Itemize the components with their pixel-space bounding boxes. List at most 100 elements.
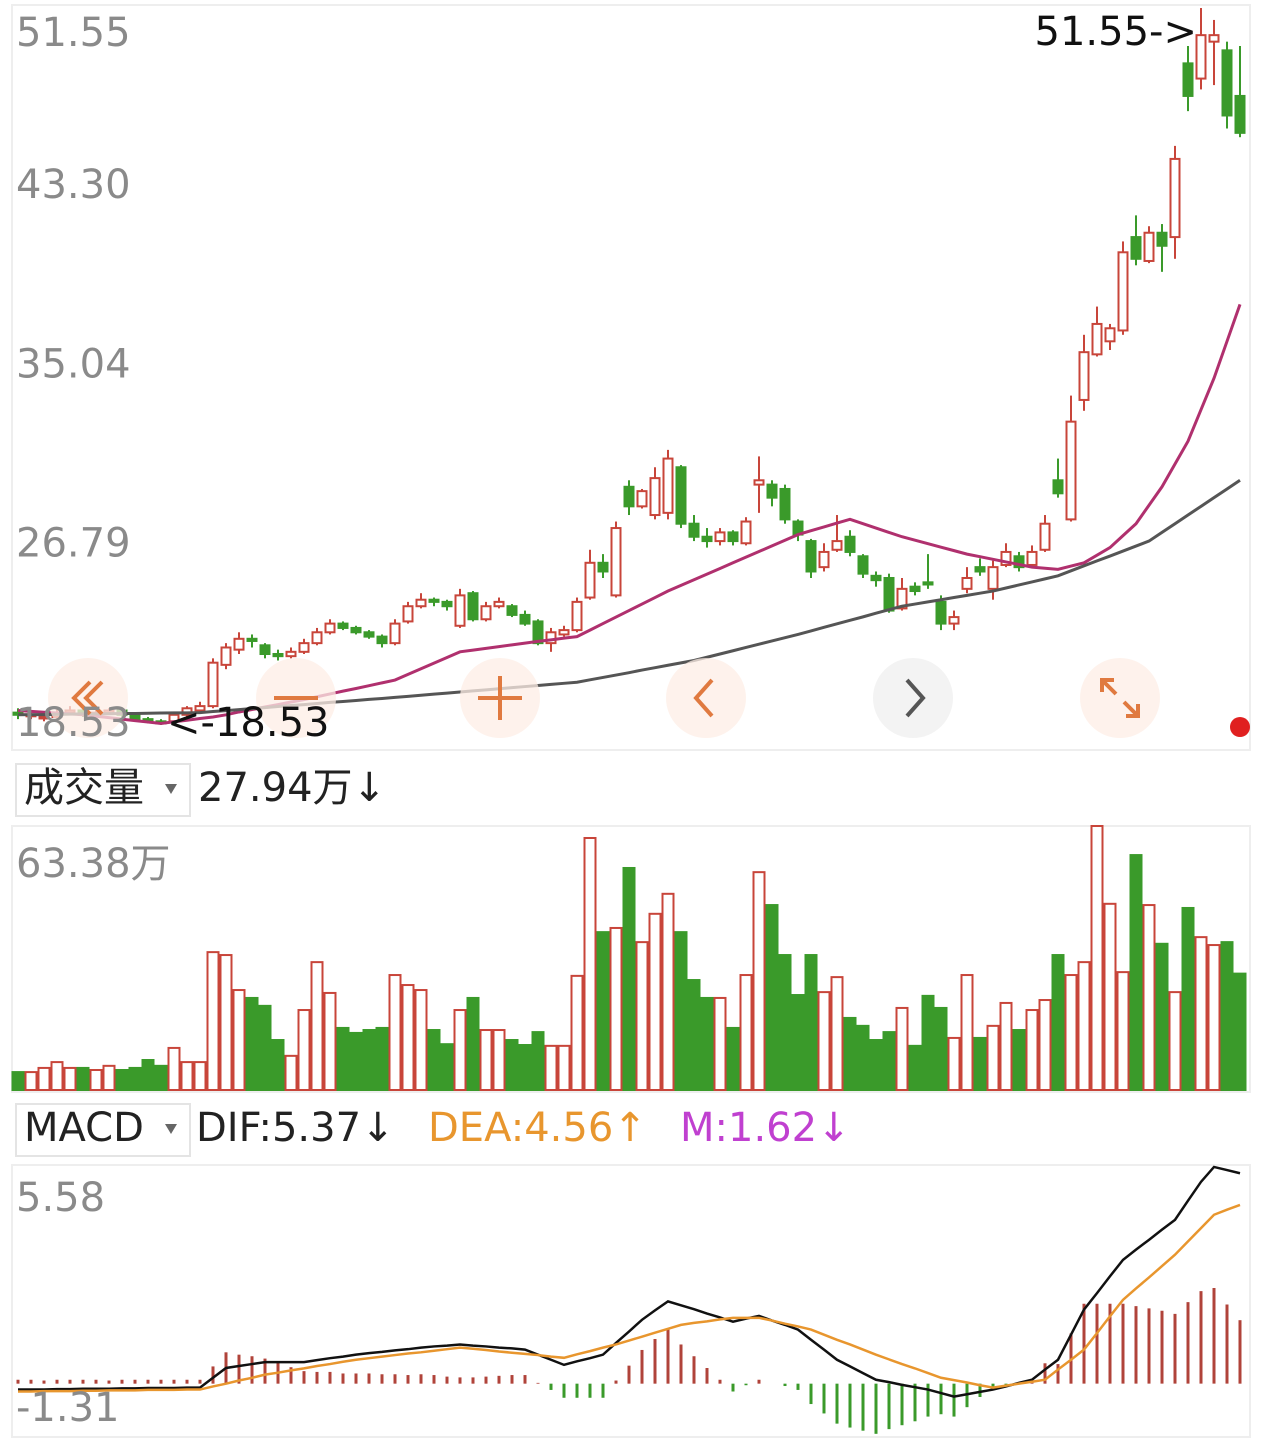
volume-bar xyxy=(908,1044,922,1092)
candle-body xyxy=(1208,34,1220,43)
candle-body xyxy=(935,600,947,625)
candle-body xyxy=(961,576,973,590)
candle-body xyxy=(1234,94,1246,134)
volume-panel xyxy=(11,825,1251,1093)
volume-bar xyxy=(791,994,805,1091)
volume-bar xyxy=(609,926,623,1092)
candle-body xyxy=(883,576,895,612)
volume-bar xyxy=(24,1071,38,1092)
volume-bar xyxy=(713,996,727,1092)
candle-body xyxy=(623,485,635,508)
volume-bar xyxy=(544,1044,558,1092)
volume-bar xyxy=(167,1046,181,1091)
volume-bar xyxy=(973,1036,987,1092)
candle-body xyxy=(831,540,843,551)
y-tick-label: 43.30 xyxy=(16,162,131,208)
candle-body xyxy=(220,646,232,666)
candle-body xyxy=(1130,236,1142,260)
volume-bar xyxy=(1194,936,1208,1091)
volume-bar xyxy=(986,1024,1000,1092)
volume-bar xyxy=(1038,999,1052,1091)
volume-bar xyxy=(648,912,662,1091)
candle-body xyxy=(233,637,245,651)
candle-body xyxy=(1026,550,1038,566)
marks xyxy=(11,8,1247,1434)
volume-bar xyxy=(310,961,324,1092)
volume-bar xyxy=(414,989,428,1091)
zoom-in-icon xyxy=(478,676,522,720)
volume-bar xyxy=(50,1061,64,1092)
volume-bar xyxy=(349,1031,363,1092)
candle-body xyxy=(324,622,336,634)
volume-bar xyxy=(232,989,246,1091)
candle-body xyxy=(532,620,544,645)
next-icon xyxy=(905,678,926,718)
volume-bar xyxy=(141,1059,155,1092)
fullscreen-button[interactable] xyxy=(1080,658,1160,738)
volume-bar xyxy=(804,954,818,1091)
candle-body xyxy=(1078,351,1090,401)
candle-body xyxy=(350,626,362,634)
volume-bar xyxy=(1129,854,1143,1091)
volume-bar xyxy=(76,1066,90,1091)
volume-bar xyxy=(557,1044,571,1092)
candle-body xyxy=(870,574,882,582)
prev-button[interactable] xyxy=(666,658,746,738)
candle-body xyxy=(285,650,297,658)
y-tick-label: 5.58 xyxy=(16,1175,105,1221)
candle-body xyxy=(844,535,856,553)
volume-bar xyxy=(895,1006,909,1091)
volume-bar xyxy=(1025,1009,1039,1092)
volume-bar xyxy=(778,954,792,1091)
candle-body xyxy=(753,479,765,486)
volume-bar xyxy=(739,974,753,1092)
candle-body xyxy=(1104,327,1116,343)
candle-body xyxy=(259,644,271,655)
volume-bar xyxy=(128,1066,142,1091)
volume-bar xyxy=(440,1043,454,1092)
candle-body xyxy=(675,466,687,525)
volume-bar xyxy=(856,1024,870,1092)
candle-body xyxy=(1052,479,1064,495)
volume-bar xyxy=(843,1016,857,1091)
candle-body xyxy=(610,527,622,597)
y-tick-label: 51.55 xyxy=(16,10,131,56)
price-panel xyxy=(11,4,1251,751)
candle-body xyxy=(922,581,934,586)
y-tick-label: 26.79 xyxy=(16,521,131,567)
volume-bar xyxy=(960,974,974,1092)
volume-bar xyxy=(570,974,584,1092)
volume-bar xyxy=(362,1029,376,1091)
volume-bar xyxy=(505,1039,519,1091)
volume-bar xyxy=(284,1054,298,1091)
volume-bar xyxy=(388,974,402,1092)
y-tick-label: -1.31 xyxy=(16,1385,120,1431)
candle-body xyxy=(818,550,830,569)
indicator-selector[interactable] xyxy=(15,763,191,817)
candle-body xyxy=(1000,550,1012,566)
candle-body xyxy=(376,635,388,645)
volume-bar xyxy=(882,1031,896,1091)
candle-body xyxy=(194,705,206,712)
volume-bar xyxy=(921,994,935,1091)
y-tick-label: 35.04 xyxy=(16,342,131,388)
volume-bar xyxy=(401,984,415,1092)
next-button[interactable] xyxy=(873,658,953,738)
candle-body xyxy=(246,637,258,642)
candle-body xyxy=(974,566,986,573)
macd-header: MACD DIF:5.37↓ DEA:4.56↑ M:1.62↓ xyxy=(15,1103,851,1157)
candle-body xyxy=(1117,251,1129,332)
candle-body xyxy=(805,540,817,573)
moving-average xyxy=(17,479,1241,717)
candle-body xyxy=(857,555,869,575)
candle-body xyxy=(1013,555,1025,569)
candle-body xyxy=(480,605,492,621)
candle-body xyxy=(1195,34,1207,80)
volume-bar xyxy=(193,1061,207,1092)
volume-bar xyxy=(700,996,714,1092)
y-tick-label: 18.53 xyxy=(16,700,131,746)
indicator-selector[interactable] xyxy=(15,1103,191,1157)
volume-label: 成交量 xyxy=(24,765,144,811)
overlay-buttons xyxy=(48,658,1250,738)
candle-body xyxy=(129,713,141,721)
